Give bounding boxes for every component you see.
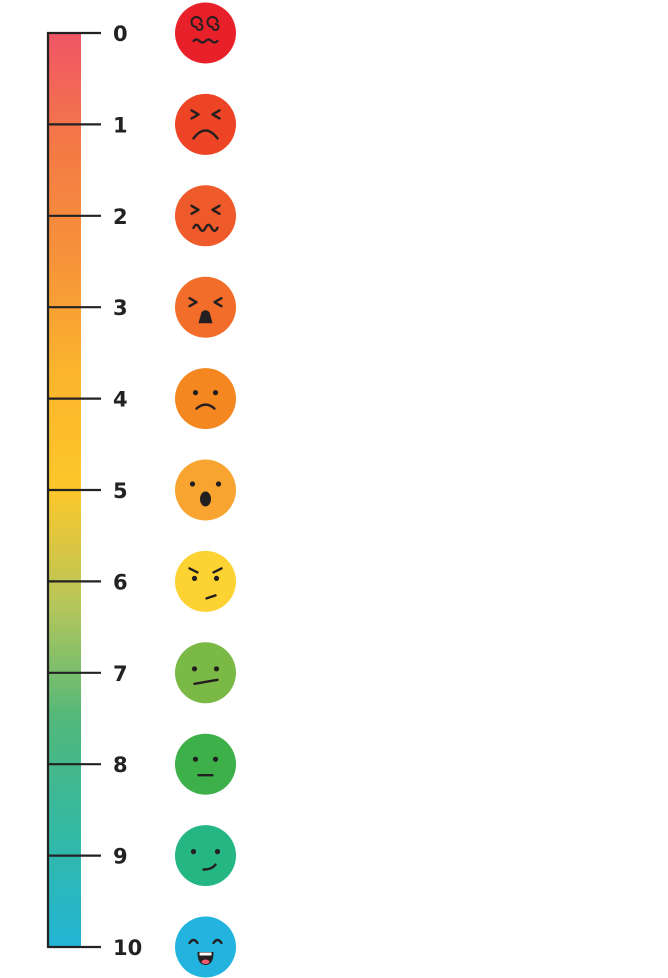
angry-face-icon xyxy=(175,93,236,155)
scale-level-6: 6 xyxy=(48,550,236,612)
tick-label: 1 xyxy=(113,113,128,137)
tick-label: 6 xyxy=(113,570,128,594)
tick-label: 3 xyxy=(113,296,128,320)
scale-level-10: 10 xyxy=(113,916,236,978)
content-face-icon xyxy=(175,825,236,887)
tick-label: 5 xyxy=(113,479,128,503)
sad-face-icon xyxy=(175,368,236,430)
scale-level-1: 1 xyxy=(48,93,236,155)
surprised-face-icon xyxy=(175,459,236,521)
scale-level-5: 5 xyxy=(48,459,236,521)
scale-level-3: 3 xyxy=(48,276,236,338)
happy-face-icon xyxy=(175,916,236,978)
anguished-face-icon xyxy=(175,185,236,247)
calm-face-icon xyxy=(175,733,236,795)
tick-label: 9 xyxy=(113,845,128,869)
dizzy-face-icon xyxy=(175,2,236,64)
skeptical-face-icon xyxy=(175,550,236,612)
tick-label: 4 xyxy=(113,388,128,412)
neutral-face-icon xyxy=(175,642,236,704)
scale-level-4: 4 xyxy=(48,368,236,430)
scale-level-9: 9 xyxy=(48,825,236,887)
scale-level-2: 2 xyxy=(48,185,236,247)
tick-label: 10 xyxy=(113,936,142,960)
scale-level-7: 7 xyxy=(48,642,236,704)
tick-label: 0 xyxy=(113,22,128,46)
tick-label: 7 xyxy=(113,662,128,686)
tick-label: 2 xyxy=(113,205,128,229)
scale-levels: 0 1 2 3 4 5 6 7 8 9 10 xyxy=(48,2,236,978)
distressed-face-icon xyxy=(175,276,236,338)
scale-level-8: 8 xyxy=(48,733,236,795)
scale-level-0: 0 xyxy=(113,2,236,64)
tick-label: 8 xyxy=(113,753,128,777)
